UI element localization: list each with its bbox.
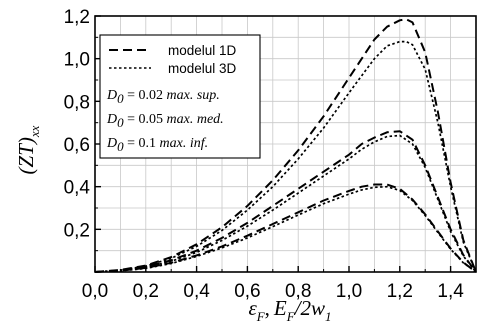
x-tick-label: 1,0 (336, 281, 362, 302)
x-tick-label: 0,6 (234, 281, 260, 302)
y-tick-label: 1,2 (64, 7, 90, 28)
y-axis-title: (ZT)xx (14, 125, 42, 174)
ticks: 0,0 0,2 0,4 0,6 0,8 1,0 1,2 1,4 0,2 0,4 0,6 0,8 1,0 1… (64, 7, 465, 302)
series-line-1d-d0-0-05 (94, 130, 477, 273)
series-line-3d-d0-0-02 (94, 40, 477, 273)
legend-note-3: D0 = 0.1 max. inf. (106, 136, 208, 154)
series-line-1d-d0-0-02 (94, 18, 477, 273)
y-tick-label: 0,2 (64, 220, 90, 241)
x-tick-label: 0,2 (133, 281, 159, 302)
legend-label-1d: modelul 1D (168, 43, 237, 58)
series-line-3d-d0-0-1 (94, 185, 477, 273)
legend-box (99, 34, 261, 159)
legend-label-3d: modelul 3D (168, 61, 237, 76)
series-layer (94, 18, 477, 273)
x-tick-label: 1,2 (387, 281, 413, 302)
series-line-3d-d0-0-05 (94, 134, 477, 273)
legend-note-2: D0 = 0.05 max. med. (106, 112, 224, 130)
y-tick-label: 0,8 (64, 92, 90, 113)
legend-note-1: D0 = 0.02 max. sup. (106, 88, 220, 106)
y-tick-label: 0,4 (64, 178, 91, 199)
x-tick-label: 0,0 (82, 281, 108, 302)
x-tick-label: 0,8 (285, 281, 311, 302)
x-tick-label: 1,4 (437, 281, 464, 302)
series-line-1d-d0-0-1 (94, 183, 477, 273)
y-tick-label: 0,6 (64, 135, 90, 156)
y-tick-label: 1,0 (64, 50, 90, 71)
x-axis-title: εF, EF/2w1 (248, 296, 331, 324)
x-tick-label: 0,4 (183, 281, 210, 302)
legend: modelul 1D modelul 3D D0 = 0.02 max. sup… (99, 34, 261, 159)
